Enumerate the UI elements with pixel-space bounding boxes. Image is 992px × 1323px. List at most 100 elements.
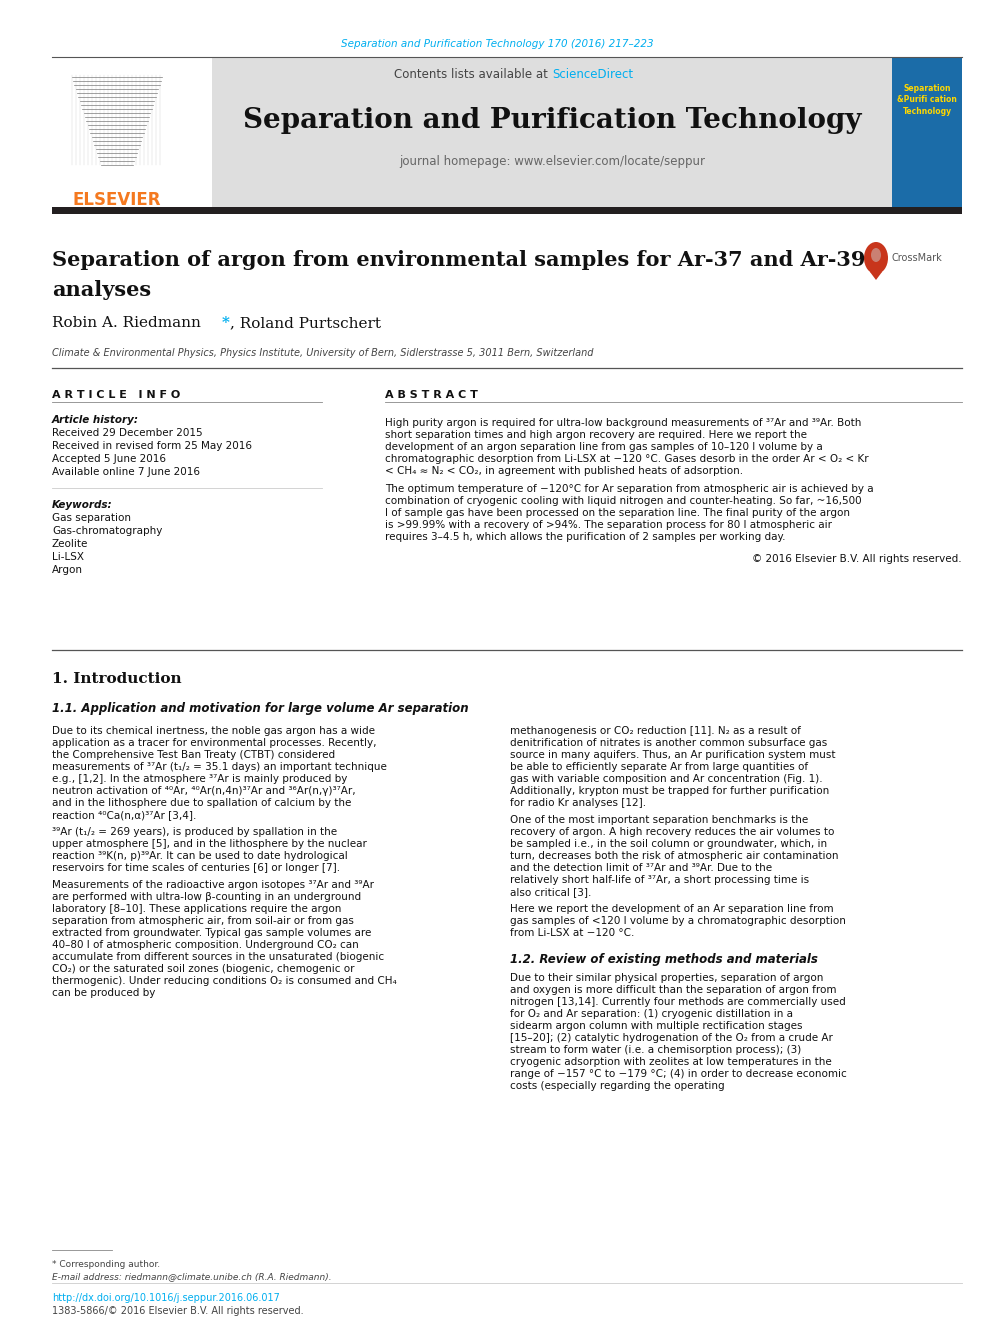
Bar xyxy=(52,206,962,214)
Text: Article history:: Article history: xyxy=(52,415,139,425)
Text: * Corresponding author.: * Corresponding author. xyxy=(52,1259,160,1269)
Text: Separation and Purification Technology: Separation and Purification Technology xyxy=(243,106,861,134)
Text: source in many aquifers. Thus, an Ar purification system must: source in many aquifers. Thus, an Ar pur… xyxy=(510,750,835,759)
Text: nitrogen [13,14]. Currently four methods are commercially used: nitrogen [13,14]. Currently four methods… xyxy=(510,998,846,1007)
Text: Separation of argon from environmental samples for Ar-37 and Ar-39: Separation of argon from environmental s… xyxy=(52,250,865,270)
Text: Gas-chromatography: Gas-chromatography xyxy=(52,527,163,536)
Text: application as a tracer for environmental processes. Recently,: application as a tracer for environmenta… xyxy=(52,738,377,747)
Text: reservoirs for time scales of centuries [6] or longer [7].: reservoirs for time scales of centuries … xyxy=(52,863,340,873)
Text: Received in revised form 25 May 2016: Received in revised form 25 May 2016 xyxy=(52,441,252,451)
Text: [15–20]; (2) catalytic hydrogenation of the O₂ from a crude Ar: [15–20]; (2) catalytic hydrogenation of … xyxy=(510,1033,833,1043)
Text: E-mail address: riedmann@climate.unibe.ch (R.A. Riedmann).: E-mail address: riedmann@climate.unibe.c… xyxy=(52,1271,331,1281)
Text: gas with variable composition and Ar concentration (Fig. 1).: gas with variable composition and Ar con… xyxy=(510,774,822,785)
Text: for O₂ and Ar separation: (1) cryogenic distillation in a: for O₂ and Ar separation: (1) cryogenic … xyxy=(510,1009,793,1019)
Text: cryogenic adsorption with zeolites at low temperatures in the: cryogenic adsorption with zeolites at lo… xyxy=(510,1057,831,1068)
Text: sidearm argon column with multiple rectification stages: sidearm argon column with multiple recti… xyxy=(510,1021,803,1031)
Text: ELSEVIER: ELSEVIER xyxy=(72,191,162,209)
Text: accumulate from different sources in the unsaturated (biogenic: accumulate from different sources in the… xyxy=(52,953,384,962)
Text: Contents lists available at: Contents lists available at xyxy=(395,69,552,82)
Text: range of −157 °C to −179 °C; (4) in order to decrease economic: range of −157 °C to −179 °C; (4) in orde… xyxy=(510,1069,847,1080)
Bar xyxy=(72,75,162,165)
Text: Available online 7 June 2016: Available online 7 June 2016 xyxy=(52,467,200,478)
Text: and oxygen is more difficult than the separation of argon from: and oxygen is more difficult than the se… xyxy=(510,986,836,995)
Text: One of the most important separation benchmarks is the: One of the most important separation ben… xyxy=(510,815,808,826)
Text: < CH₄ ≈ N₂ < CO₂, in agreement with published heats of adsorption.: < CH₄ ≈ N₂ < CO₂, in agreement with publ… xyxy=(385,466,743,476)
Text: Li-LSX: Li-LSX xyxy=(52,552,84,562)
Text: Separation and Purification Technology 170 (2016) 217–223: Separation and Purification Technology 1… xyxy=(340,38,654,49)
Text: Here we report the development of an Ar separation line from: Here we report the development of an Ar … xyxy=(510,904,833,914)
Text: laboratory [8–10]. These applications require the argon: laboratory [8–10]. These applications re… xyxy=(52,904,341,914)
Text: methanogenesis or CO₂ reduction [11]. N₂ as a result of: methanogenesis or CO₂ reduction [11]. N₂… xyxy=(510,726,801,736)
Text: *: * xyxy=(222,316,230,329)
Text: also critical [3].: also critical [3]. xyxy=(510,886,591,897)
Text: reaction ³⁹K(n, p)³⁹Ar. It can be used to date hydrological: reaction ³⁹K(n, p)³⁹Ar. It can be used t… xyxy=(52,851,348,861)
Text: Accepted 5 June 2016: Accepted 5 June 2016 xyxy=(52,454,166,464)
Text: Measurements of the radioactive argon isotopes ³⁷Ar and ³⁹Ar: Measurements of the radioactive argon is… xyxy=(52,880,374,890)
Text: upper atmosphere [5], and in the lithosphere by the nuclear: upper atmosphere [5], and in the lithosp… xyxy=(52,839,367,849)
Bar xyxy=(52,57,212,206)
Text: journal homepage: www.elsevier.com/locate/seppur: journal homepage: www.elsevier.com/locat… xyxy=(399,156,705,168)
Text: thermogenic). Under reducing conditions O₂ is consumed and CH₄: thermogenic). Under reducing conditions … xyxy=(52,976,397,986)
Text: Due to its chemical inertness, the noble gas argon has a wide: Due to its chemical inertness, the noble… xyxy=(52,726,375,736)
Text: Due to their similar physical properties, separation of argon: Due to their similar physical properties… xyxy=(510,972,823,983)
Text: 40–80 l of atmospheric composition. Underground CO₂ can: 40–80 l of atmospheric composition. Unde… xyxy=(52,941,359,950)
Polygon shape xyxy=(870,273,882,280)
Text: Additionally, krypton must be trapped for further purification: Additionally, krypton must be trapped fo… xyxy=(510,786,829,796)
Text: Argon: Argon xyxy=(52,565,83,576)
Text: be able to efficiently separate Ar from large quantities of: be able to efficiently separate Ar from … xyxy=(510,762,808,773)
Text: A R T I C L E   I N F O: A R T I C L E I N F O xyxy=(52,390,181,400)
Text: 1.1. Application and motivation for large volume Ar separation: 1.1. Application and motivation for larg… xyxy=(52,703,468,714)
Text: Gas separation: Gas separation xyxy=(52,513,131,523)
Text: the Comprehensive Test Ban Treaty (CTBT) considered: the Comprehensive Test Ban Treaty (CTBT)… xyxy=(52,750,335,759)
Text: from Li-LSX at −120 °C.: from Li-LSX at −120 °C. xyxy=(510,927,634,938)
Text: combination of cryogenic cooling with liquid nitrogen and counter-heating. So fa: combination of cryogenic cooling with li… xyxy=(385,496,862,505)
Text: recovery of argon. A high recovery reduces the air volumes to: recovery of argon. A high recovery reduc… xyxy=(510,827,834,837)
Text: l of sample gas have been processed on the separation line. The final purity of : l of sample gas have been processed on t… xyxy=(385,508,850,519)
Text: for radio Kr analyses [12].: for radio Kr analyses [12]. xyxy=(510,798,646,808)
Text: © 2016 Elsevier B.V. All rights reserved.: © 2016 Elsevier B.V. All rights reserved… xyxy=(752,554,962,564)
Text: Zeolite: Zeolite xyxy=(52,538,88,549)
Ellipse shape xyxy=(864,242,888,274)
Text: separation from atmospheric air, from soil-air or from gas: separation from atmospheric air, from so… xyxy=(52,916,354,926)
Text: is >99.99% with a recovery of >94%. The separation process for 80 l atmospheric : is >99.99% with a recovery of >94%. The … xyxy=(385,520,832,531)
Text: CO₂) or the saturated soil zones (biogenic, chemogenic or: CO₂) or the saturated soil zones (biogen… xyxy=(52,964,354,974)
Bar xyxy=(892,57,962,206)
Text: Keywords:: Keywords: xyxy=(52,500,113,509)
Text: measurements of ³⁷Ar (t₁/₂ = 35.1 days) an important technique: measurements of ³⁷Ar (t₁/₂ = 35.1 days) … xyxy=(52,762,387,773)
Text: neutron activation of ⁴⁰Ar, ⁴⁰Ar(n,4n)³⁷Ar and ³⁶Ar(n,γ)³⁷Ar,: neutron activation of ⁴⁰Ar, ⁴⁰Ar(n,4n)³⁷… xyxy=(52,786,355,796)
Text: Climate & Environmental Physics, Physics Institute, University of Bern, Sidlerst: Climate & Environmental Physics, Physics… xyxy=(52,348,593,359)
Text: reaction ⁴⁰Ca(n,α)³⁷Ar [3,4].: reaction ⁴⁰Ca(n,α)³⁷Ar [3,4]. xyxy=(52,810,196,820)
Text: The optimum temperature of −120°C for Ar separation from atmospheric air is achi: The optimum temperature of −120°C for Ar… xyxy=(385,484,874,493)
Text: extracted from groundwater. Typical gas sample volumes are: extracted from groundwater. Typical gas … xyxy=(52,927,371,938)
Text: relatively short half-life of ³⁷Ar, a short processing time is: relatively short half-life of ³⁷Ar, a sh… xyxy=(510,875,809,885)
Text: can be produced by: can be produced by xyxy=(52,988,156,998)
Text: turn, decreases both the risk of atmospheric air contamination: turn, decreases both the risk of atmosph… xyxy=(510,851,838,861)
Text: Separation
&Purifi cation
Technology: Separation &Purifi cation Technology xyxy=(897,85,957,115)
Text: chromatographic desorption from Li-LSX at −120 °C. Gases desorb in the order Ar : chromatographic desorption from Li-LSX a… xyxy=(385,454,869,464)
Text: Received 29 December 2015: Received 29 December 2015 xyxy=(52,429,202,438)
Text: and the detection limit of ³⁷Ar and ³⁹Ar. Due to the: and the detection limit of ³⁷Ar and ³⁹Ar… xyxy=(510,863,772,873)
Text: , Roland Purtschert: , Roland Purtschert xyxy=(230,316,381,329)
Text: gas samples of <120 l volume by a chromatographic desorption: gas samples of <120 l volume by a chroma… xyxy=(510,916,846,926)
Text: CrossMark: CrossMark xyxy=(892,253,942,263)
Text: costs (especially regarding the operating: costs (especially regarding the operatin… xyxy=(510,1081,724,1091)
Text: ScienceDirect: ScienceDirect xyxy=(552,69,633,82)
Text: requires 3–4.5 h, which allows the purification of 2 samples per working day.: requires 3–4.5 h, which allows the purif… xyxy=(385,532,786,542)
Text: 1.2. Review of existing methods and materials: 1.2. Review of existing methods and mate… xyxy=(510,953,817,966)
Text: denitrification of nitrates is another common subsurface gas: denitrification of nitrates is another c… xyxy=(510,738,827,747)
Text: 1. Introduction: 1. Introduction xyxy=(52,672,182,687)
Text: be sampled i.e., in the soil column or groundwater, which, in: be sampled i.e., in the soil column or g… xyxy=(510,839,827,849)
Text: development of an argon separation line from gas samples of 10–120 l volume by a: development of an argon separation line … xyxy=(385,442,822,452)
Text: http://dx.doi.org/10.1016/j.seppur.2016.06.017: http://dx.doi.org/10.1016/j.seppur.2016.… xyxy=(52,1293,280,1303)
Ellipse shape xyxy=(871,247,881,262)
Text: 1383-5866/© 2016 Elsevier B.V. All rights reserved.: 1383-5866/© 2016 Elsevier B.V. All right… xyxy=(52,1306,304,1316)
Text: are performed with ultra-low β-counting in an underground: are performed with ultra-low β-counting … xyxy=(52,892,361,902)
Bar xyxy=(212,57,892,206)
Text: and in the lithosphere due to spallation of calcium by the: and in the lithosphere due to spallation… xyxy=(52,798,351,808)
Text: stream to form water (i.e. a chemisorption process); (3): stream to form water (i.e. a chemisorpti… xyxy=(510,1045,802,1054)
Text: A B S T R A C T: A B S T R A C T xyxy=(385,390,478,400)
Text: ³⁹Ar (t₁/₂ = 269 years), is produced by spallation in the: ³⁹Ar (t₁/₂ = 269 years), is produced by … xyxy=(52,827,337,837)
Text: short separation times and high argon recovery are required. Here we report the: short separation times and high argon re… xyxy=(385,430,807,441)
Text: analyses: analyses xyxy=(52,280,151,300)
Text: High purity argon is required for ultra-low background measurements of ³⁷Ar and : High purity argon is required for ultra-… xyxy=(385,418,861,429)
